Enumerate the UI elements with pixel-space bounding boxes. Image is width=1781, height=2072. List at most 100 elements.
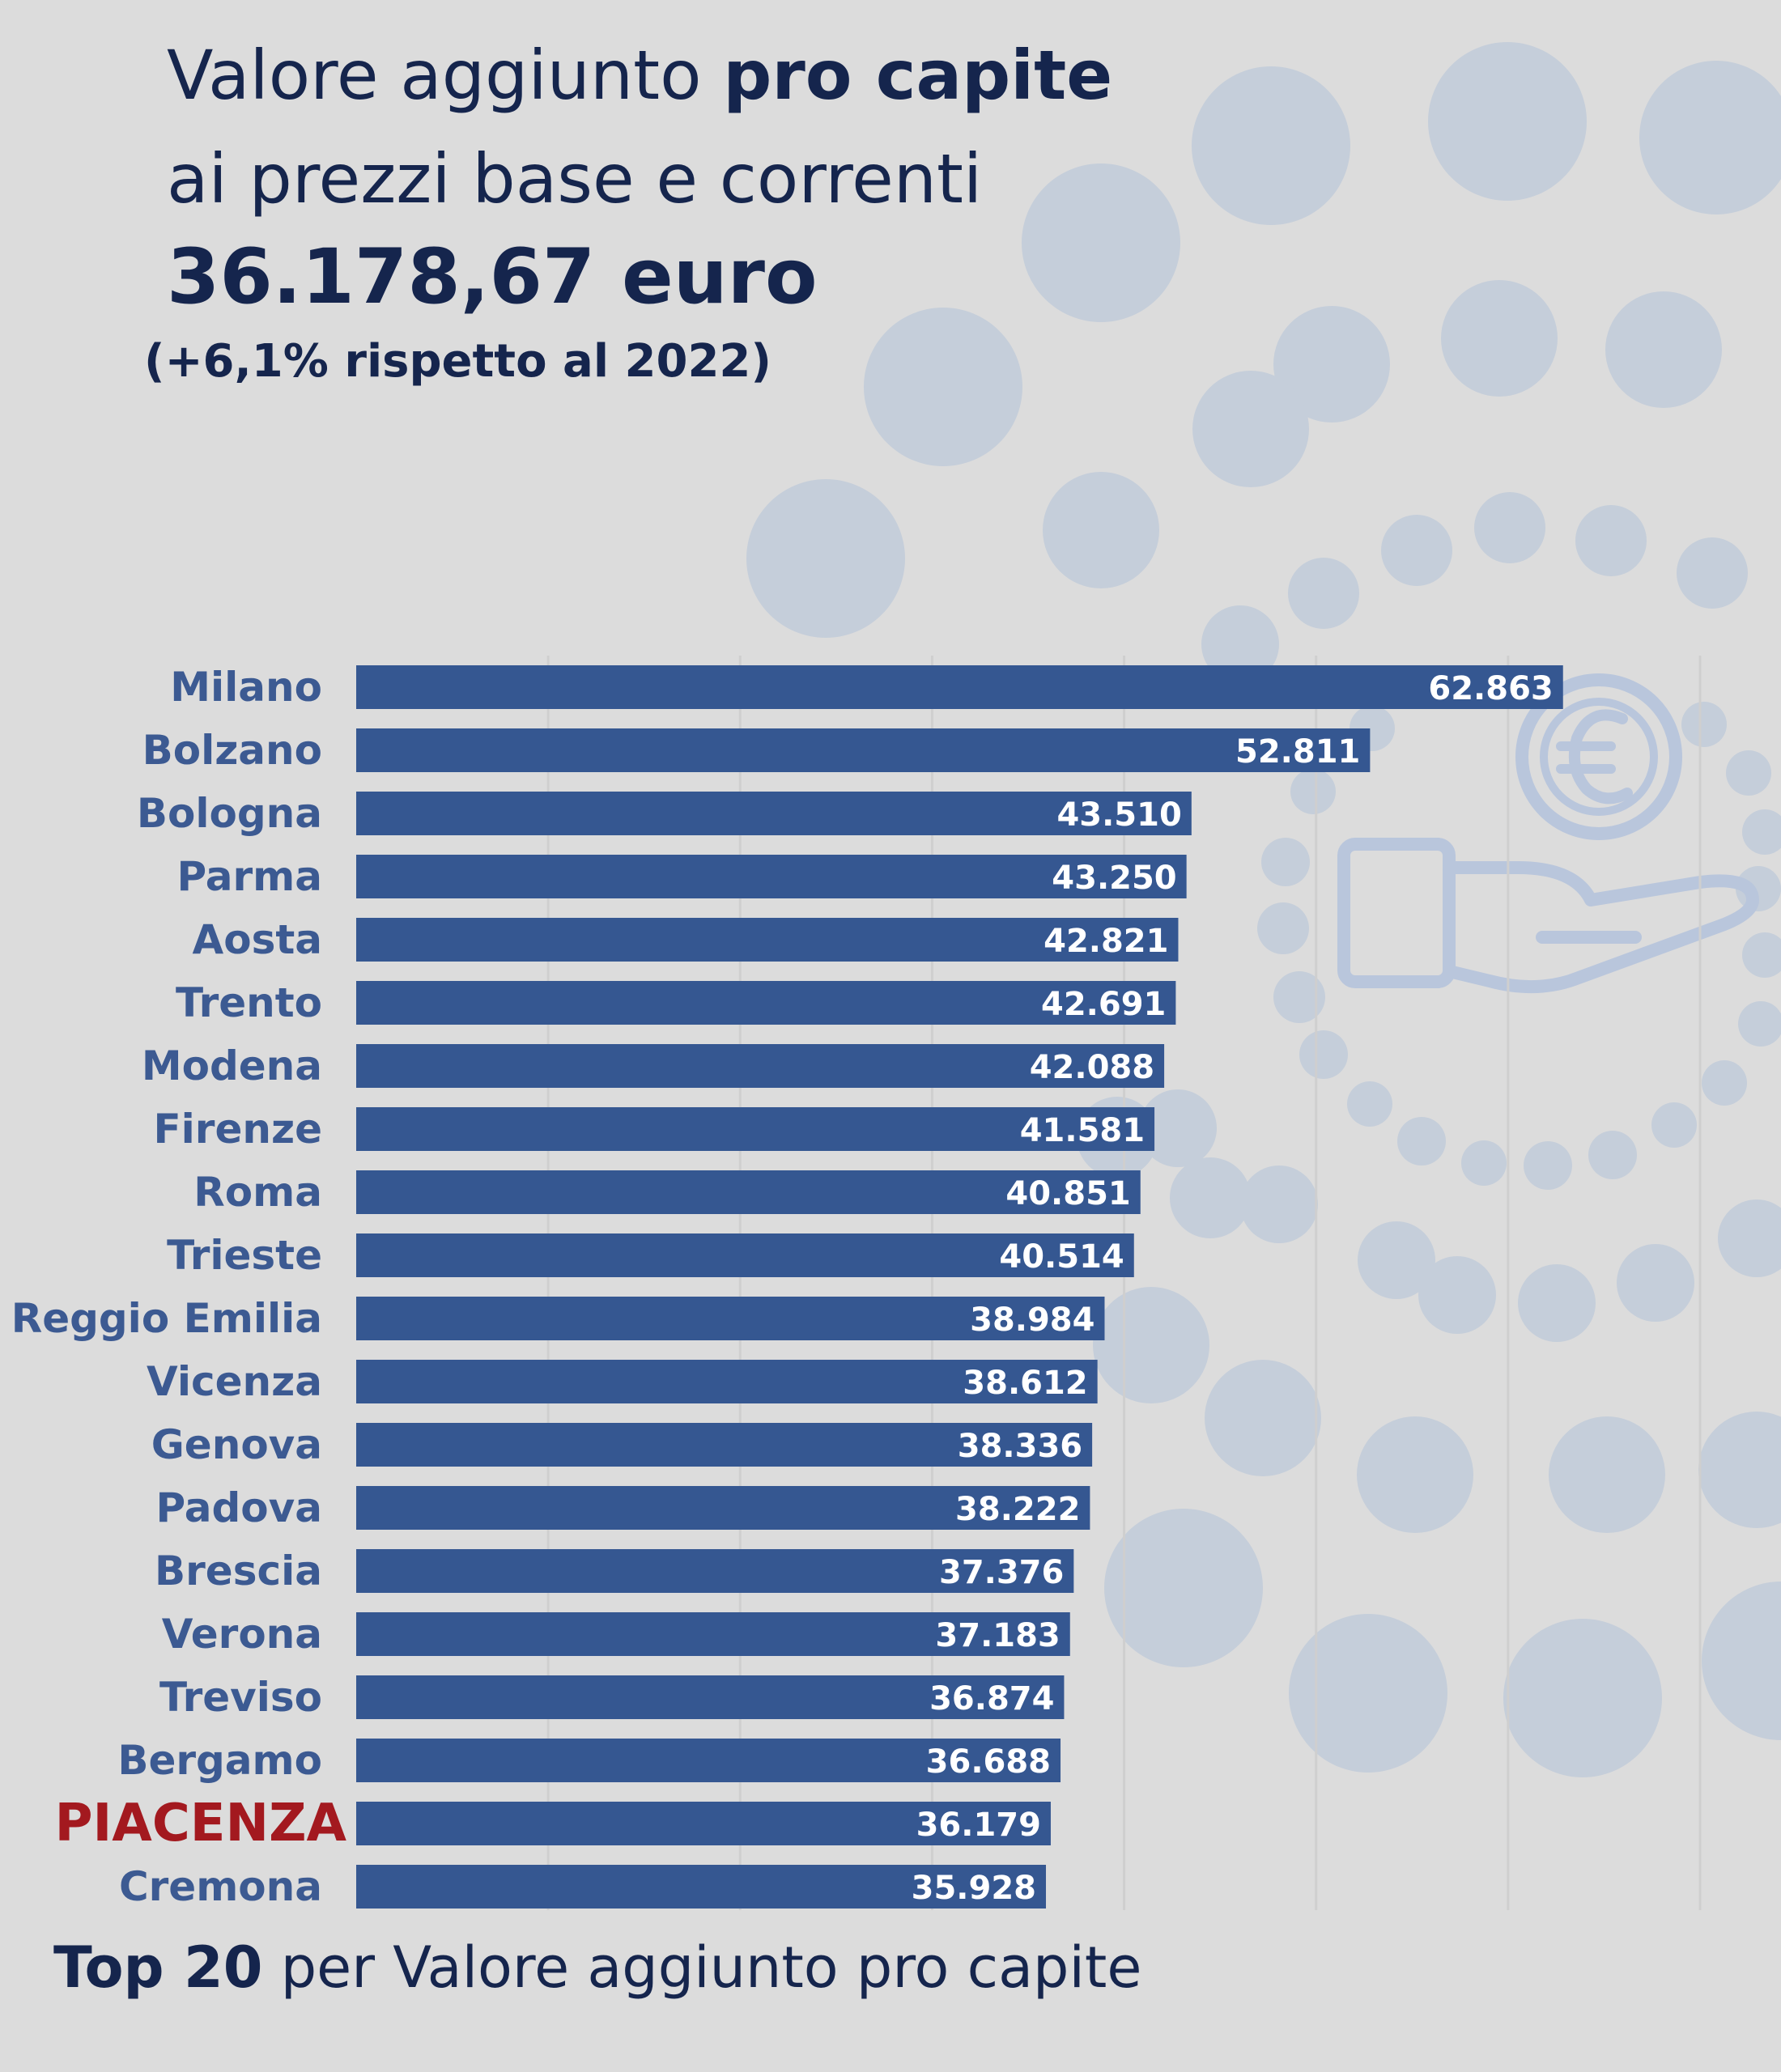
value-label: 42.691 xyxy=(1041,986,1166,1023)
bar xyxy=(356,1297,1105,1340)
bar xyxy=(356,1865,1047,1909)
gridlines xyxy=(546,656,1702,1910)
value-label: 42.821 xyxy=(1044,923,1168,960)
decor-circle xyxy=(1588,1131,1637,1179)
footer-rest: per Valore aggiunto pro capite xyxy=(280,1934,1142,2001)
value-label: 52.811 xyxy=(1235,733,1360,771)
category-label: Bologna xyxy=(137,790,322,837)
bar xyxy=(356,1675,1065,1719)
category-label: Treviso xyxy=(159,1674,322,1721)
headline-value: 36.178,67 euro xyxy=(167,233,818,321)
decor-circle xyxy=(1461,1140,1507,1186)
decor-circle xyxy=(1273,971,1325,1023)
decor-circle xyxy=(1503,1619,1662,1777)
category-label: Cremona xyxy=(119,1863,322,1910)
decor-circle xyxy=(1261,838,1310,886)
decor-circle xyxy=(1441,280,1558,397)
value-label: 36.688 xyxy=(926,1743,1051,1781)
title-line-2: ai prezzi base e correnti xyxy=(167,139,983,219)
category-label: Genova xyxy=(151,1421,322,1468)
bar xyxy=(356,1739,1061,1782)
title-prefix: Valore aggiunto xyxy=(167,36,702,115)
category-label: Roma xyxy=(193,1169,322,1216)
decor-circle xyxy=(1288,558,1359,629)
bar xyxy=(356,981,1176,1025)
decor-circle xyxy=(1742,932,1781,978)
decor-circle xyxy=(864,308,1022,466)
decor-circle xyxy=(1201,605,1279,683)
decor-circle xyxy=(1192,66,1350,225)
value-label: 36.874 xyxy=(929,1680,1054,1717)
decor-circle xyxy=(1428,42,1587,201)
bar xyxy=(356,1107,1155,1151)
footer-caption: Top 20 per Valore aggiunto pro capite xyxy=(53,1934,1141,2001)
euro-coin-hand-icon xyxy=(1337,673,1759,994)
category-label: Trieste xyxy=(167,1232,322,1279)
decor-circle xyxy=(1726,750,1771,796)
bar xyxy=(356,665,1563,709)
change-note: (+6,1% rispetto al 2022) xyxy=(144,335,771,388)
value-label: 41.581 xyxy=(1020,1112,1145,1149)
decor-circle xyxy=(1257,902,1309,954)
decor-circle xyxy=(1104,1509,1263,1667)
decor-circle xyxy=(746,479,905,638)
bar xyxy=(356,1612,1070,1656)
value-label: 40.514 xyxy=(999,1238,1124,1276)
decor-circle xyxy=(1139,1089,1217,1167)
decor-circle xyxy=(1549,1416,1665,1533)
category-label: Verona xyxy=(162,1611,322,1658)
decor-circle xyxy=(1192,371,1309,487)
value-label: 38.336 xyxy=(958,1428,1082,1465)
value-label: 40.851 xyxy=(1005,1175,1130,1212)
bar xyxy=(356,1549,1074,1593)
decor-circle xyxy=(1605,291,1722,408)
category-label: Modena xyxy=(142,1042,322,1089)
decor-circle xyxy=(1289,1614,1447,1773)
decor-circle xyxy=(1677,537,1748,609)
decor-circle xyxy=(1651,1102,1697,1148)
bar xyxy=(356,1423,1093,1467)
bar xyxy=(356,728,1371,772)
bar xyxy=(356,1802,1051,1845)
decor-circle xyxy=(1273,306,1390,422)
decor-circle xyxy=(1702,1060,1747,1106)
bar xyxy=(356,1044,1165,1088)
value-label: 35.928 xyxy=(912,1870,1036,1907)
bar xyxy=(356,855,1187,898)
category-label: Aosta xyxy=(193,916,322,963)
decor-circle xyxy=(1418,1256,1496,1334)
value-label: 38.222 xyxy=(955,1491,1080,1528)
value-label: 36.179 xyxy=(916,1807,1041,1844)
value-label: 38.612 xyxy=(963,1365,1087,1402)
value-label: 43.250 xyxy=(1052,860,1176,897)
bar xyxy=(356,1486,1090,1530)
decor-circle xyxy=(1474,492,1545,563)
footer-bold: Top 20 xyxy=(53,1934,263,2001)
decor-circle xyxy=(1022,163,1180,322)
bar xyxy=(356,1233,1134,1277)
decor-circle xyxy=(1617,1244,1694,1322)
decor-circle xyxy=(1358,1221,1435,1299)
decor-circle xyxy=(1299,1030,1348,1079)
bar xyxy=(356,1360,1098,1403)
value-label: 42.088 xyxy=(1030,1049,1154,1086)
decor-circle xyxy=(1240,1166,1318,1243)
value-label: 37.183 xyxy=(935,1617,1060,1654)
bar xyxy=(356,918,1179,962)
category-label: Milano xyxy=(170,664,322,711)
title-line-1: Valore aggiunto pro capite xyxy=(167,36,1112,115)
decor-circle xyxy=(1718,1199,1781,1277)
category-label: Parma xyxy=(176,853,322,900)
decor-circle xyxy=(1702,1582,1781,1740)
decor-circle xyxy=(1639,61,1781,214)
category-label: Brescia xyxy=(155,1548,322,1594)
category-label: Bergamo xyxy=(117,1737,322,1784)
value-label: 62.863 xyxy=(1428,670,1553,707)
bars: Milano 62.863 Bolzano 52.811 Bologna 43.510 Pa… xyxy=(11,664,1563,1910)
decor-circle xyxy=(1742,809,1781,855)
bar xyxy=(356,792,1192,835)
decor-circle xyxy=(1093,1287,1209,1403)
value-label: 43.510 xyxy=(1056,796,1181,834)
